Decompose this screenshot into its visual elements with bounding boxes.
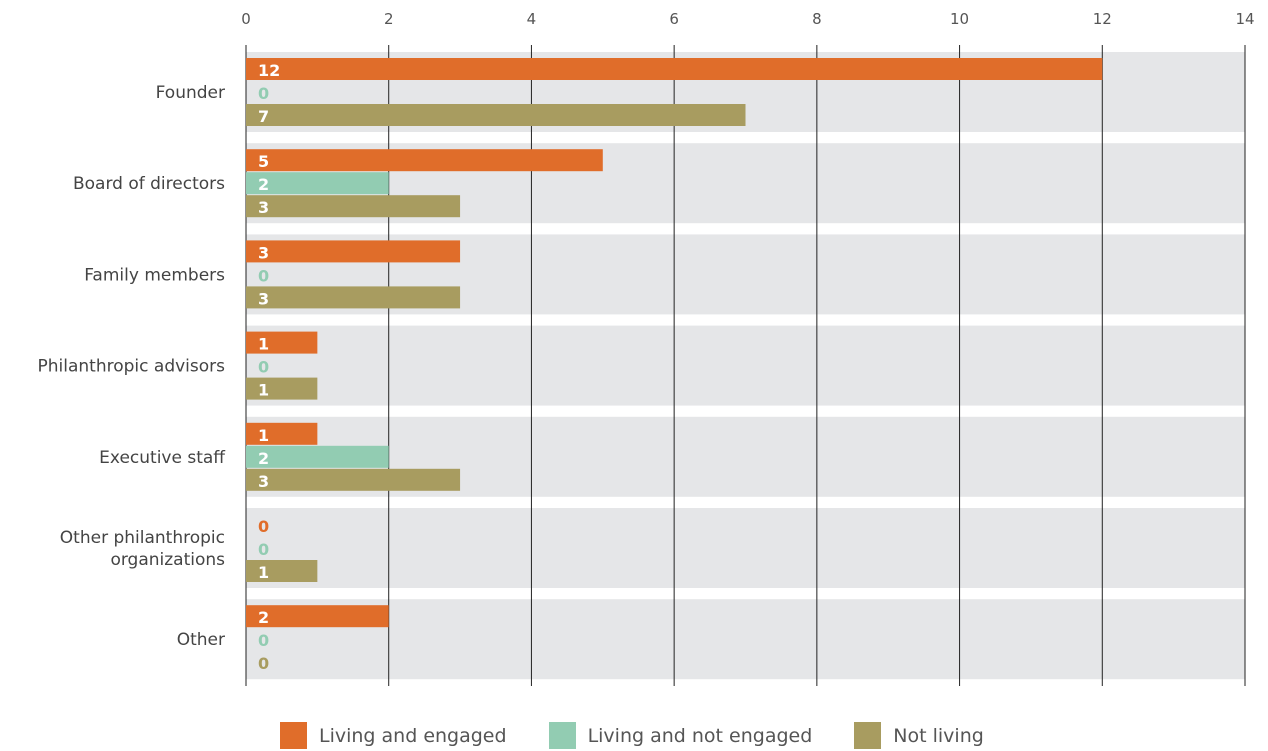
category-label: Other philanthropic organizations — [60, 528, 225, 570]
data-label: 12 — [258, 61, 280, 80]
legend-label: Living and not engaged — [587, 724, 813, 747]
bar — [246, 377, 318, 400]
category-band — [246, 508, 1245, 588]
bar — [246, 172, 389, 195]
category-label: Founder — [156, 83, 225, 103]
bar — [246, 422, 318, 445]
data-label: 2 — [258, 608, 269, 627]
data-label: 3 — [258, 243, 269, 262]
category-label: Philanthropic advisors — [38, 357, 226, 377]
x-tick-label: 10 — [950, 10, 969, 28]
data-label: 3 — [258, 472, 269, 491]
data-label: 1 — [258, 563, 269, 582]
bar — [246, 331, 318, 354]
x-axis-ticks: 0 2 4 6 8 10 12 14 — [241, 10, 1254, 28]
legend: Living and engaged Living and not engage… — [280, 722, 1026, 749]
category-band — [246, 325, 1245, 406]
bar — [246, 560, 318, 582]
data-label: 1 — [258, 426, 269, 445]
legend-item-living-not-engaged: Living and not engaged — [548, 722, 813, 749]
data-label: 0 — [258, 266, 269, 285]
x-tick-label: 0 — [241, 10, 251, 28]
data-label: 3 — [258, 198, 269, 217]
x-tick-label: 4 — [527, 10, 537, 28]
category-bands — [246, 52, 1245, 680]
x-tick-label: 8 — [812, 10, 822, 28]
legend-item-not-living: Not living — [854, 722, 984, 749]
bar — [246, 468, 461, 491]
bar — [246, 58, 1103, 80]
x-tick-label: 6 — [669, 10, 679, 28]
bar — [246, 104, 746, 126]
legend-label: Not living — [893, 724, 984, 747]
x-tick-label: 2 — [384, 10, 394, 28]
x-tick-label: 14 — [1235, 10, 1254, 28]
data-label: 0 — [258, 84, 269, 103]
data-label: 0 — [258, 654, 269, 673]
category-label: Family members — [84, 265, 225, 285]
bar — [246, 286, 461, 309]
legend-swatch — [548, 722, 576, 749]
category-labels: Founder Board of directors Family members P… — [38, 83, 227, 650]
data-label: 1 — [258, 335, 269, 354]
bar — [246, 195, 461, 218]
legend-item-living-engaged: Living and engaged — [280, 722, 507, 749]
data-label: 0 — [258, 517, 269, 536]
data-label: 0 — [258, 540, 269, 559]
data-label: 0 — [258, 358, 269, 377]
bar — [246, 149, 603, 172]
category-band — [246, 599, 1245, 680]
data-label: 3 — [258, 289, 269, 308]
bar — [246, 605, 389, 628]
category-label: Board of directors — [73, 174, 225, 194]
category-label: Other — [177, 630, 225, 650]
category-label: Executive staff — [99, 448, 226, 468]
data-label: 1 — [258, 381, 269, 400]
legend-label: Living and engaged — [319, 724, 507, 747]
bar — [246, 240, 461, 263]
data-label: 0 — [258, 631, 269, 650]
data-label: 2 — [258, 175, 269, 194]
bar — [246, 445, 389, 468]
legend-swatch — [280, 722, 307, 749]
data-label: 7 — [258, 107, 269, 126]
legend-swatch — [854, 722, 882, 749]
data-label: 2 — [258, 449, 269, 468]
x-tick-label: 12 — [1093, 10, 1112, 28]
data-label: 5 — [258, 152, 269, 171]
